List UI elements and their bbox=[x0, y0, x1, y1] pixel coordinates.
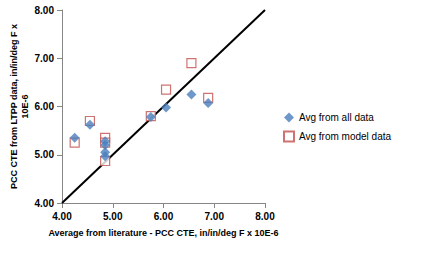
svg-text:8.00: 8.00 bbox=[35, 5, 55, 16]
svg-text:5.00: 5.00 bbox=[35, 149, 55, 160]
svg-text:5.00: 5.00 bbox=[103, 211, 123, 222]
svg-text:PCC CTE from LTPP data, in/in/: PCC CTE from LTPP data, in/in/deg F x bbox=[9, 24, 19, 189]
svg-text:7.00: 7.00 bbox=[205, 211, 225, 222]
svg-text:7.00: 7.00 bbox=[35, 53, 55, 64]
svg-text:6.00: 6.00 bbox=[154, 211, 174, 222]
svg-text:Avg from all data: Avg from all data bbox=[299, 112, 374, 123]
svg-text:4.00: 4.00 bbox=[52, 211, 72, 222]
svg-text:Average from literature - PCC: Average from literature - PCC CTE, in/in… bbox=[48, 228, 278, 238]
svg-text:4.00: 4.00 bbox=[35, 198, 55, 209]
svg-text:8.00: 8.00 bbox=[255, 211, 275, 222]
svg-text:Avg from model data: Avg from model data bbox=[299, 131, 392, 142]
svg-text:6.00: 6.00 bbox=[35, 101, 55, 112]
svg-text:10E-6: 10E-6 bbox=[20, 94, 30, 118]
